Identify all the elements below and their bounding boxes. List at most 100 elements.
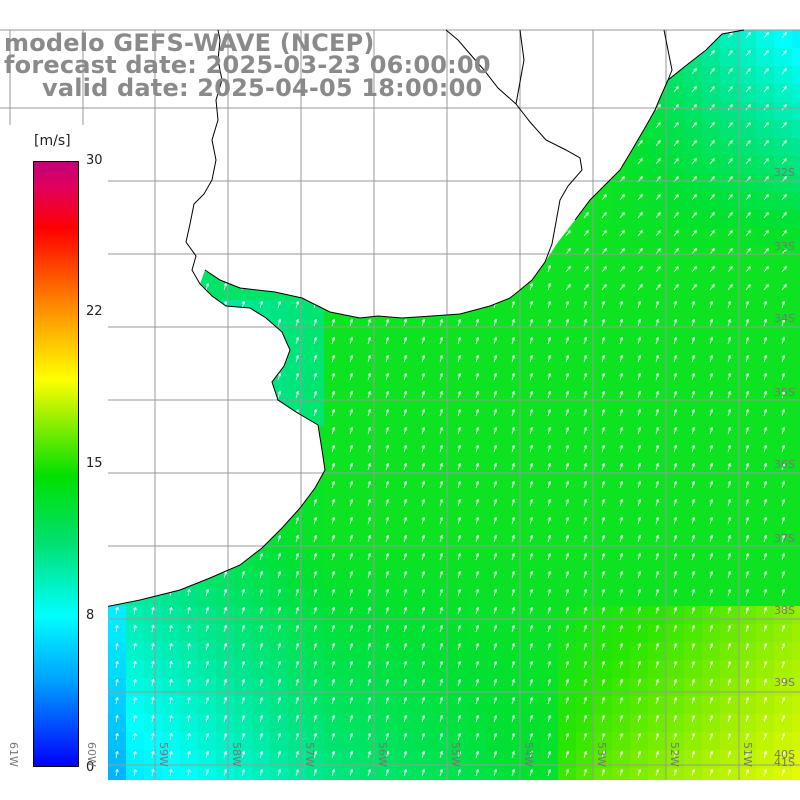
wind-speed-cell <box>792 192 800 211</box>
wind-speed-cell <box>774 102 793 121</box>
wind-speed-cell <box>540 444 559 463</box>
wind-speed-cell <box>756 228 775 247</box>
wind-speed-cell <box>612 516 631 535</box>
wind-speed-cell <box>306 336 325 355</box>
wind-speed-cell <box>306 588 325 607</box>
wind-speed-cell <box>324 336 343 355</box>
wind-speed-cell <box>414 642 433 661</box>
wind-speed-cell <box>666 210 685 229</box>
wind-speed-cell <box>288 390 307 409</box>
wind-speed-cell <box>612 228 631 247</box>
wind-speed-cell <box>648 372 667 391</box>
wind-speed-cell <box>684 498 703 517</box>
wind-speed-cell <box>378 588 397 607</box>
wind-speed-cell <box>684 282 703 301</box>
wind-speed-cell <box>378 624 397 643</box>
wind-speed-cell <box>288 516 307 535</box>
wind-speed-cell <box>756 174 775 193</box>
wind-speed-cell <box>216 570 235 589</box>
wind-speed-cell <box>792 606 800 625</box>
wind-speed-cell <box>432 426 451 445</box>
wind-speed-cell <box>630 300 649 319</box>
wind-speed-cell <box>792 66 800 85</box>
wind-speed-cell <box>648 246 667 265</box>
wind-speed-cell <box>432 534 451 553</box>
wind-speed-cell <box>774 552 793 571</box>
wind-speed-cell <box>720 102 739 121</box>
wind-speed-cell <box>558 426 577 445</box>
wind-speed-cell <box>558 408 577 427</box>
wind-speed-cell <box>396 480 415 499</box>
wind-speed-cell <box>702 192 721 211</box>
wind-speed-cell <box>666 174 685 193</box>
wind-speed-cell <box>576 660 595 679</box>
wind-speed-cell <box>648 408 667 427</box>
wind-speed-cell <box>450 552 469 571</box>
wind-speed-cell <box>180 660 199 679</box>
wind-speed-cell <box>612 390 631 409</box>
wind-speed-cell <box>342 570 361 589</box>
wind-speed-cell <box>306 606 325 625</box>
wind-speed-cell <box>324 354 343 373</box>
wind-speed-cell <box>342 372 361 391</box>
wind-speed-cell <box>576 606 595 625</box>
wind-speed-cell <box>396 444 415 463</box>
wind-speed-cell <box>666 498 685 517</box>
wind-speed-cell <box>414 552 433 571</box>
wind-speed-cell <box>684 354 703 373</box>
wind-speed-cell <box>774 210 793 229</box>
wind-speed-cell <box>468 624 487 643</box>
wind-speed-cell <box>396 642 415 661</box>
wind-speed-cell <box>594 228 613 247</box>
wind-speed-cell <box>684 462 703 481</box>
wind-speed-cell <box>594 192 613 211</box>
longitude-label: 58W <box>230 742 243 767</box>
wind-speed-cell <box>126 660 145 679</box>
wind-speed-cell <box>270 570 289 589</box>
wind-speed-cell <box>774 588 793 607</box>
wind-speed-cell <box>666 102 685 121</box>
wind-speed-cell <box>774 336 793 355</box>
wind-speed-cell <box>576 246 595 265</box>
wind-speed-cell <box>576 642 595 661</box>
wind-speed-cell <box>756 264 775 283</box>
wind-speed-cell <box>306 642 325 661</box>
wind-speed-cell <box>594 372 613 391</box>
wind-speed-cell <box>774 228 793 247</box>
wind-speed-cell <box>396 336 415 355</box>
wind-speed-cell <box>234 660 253 679</box>
wind-speed-cell <box>594 606 613 625</box>
wind-speed-cell <box>720 372 739 391</box>
wind-speed-cell <box>396 426 415 445</box>
wind-speed-cell <box>558 462 577 481</box>
wind-speed-cell <box>774 192 793 211</box>
wind-speed-cell <box>702 390 721 409</box>
longitude-label: 61W <box>7 742 20 767</box>
wind-speed-cell <box>558 660 577 679</box>
wind-speed-cell <box>738 390 757 409</box>
wind-speed-cell <box>738 228 757 247</box>
wind-speed-cell <box>522 444 541 463</box>
wind-speed-cell <box>738 408 757 427</box>
wind-speed-cell <box>576 408 595 427</box>
wind-speed-cell <box>270 534 289 553</box>
wind-speed-cell <box>792 156 800 175</box>
wind-speed-cell <box>792 228 800 247</box>
wind-speed-cell <box>324 444 343 463</box>
wind-speed-cell <box>576 534 595 553</box>
wind-speed-cell <box>594 282 613 301</box>
wind-speed-cell <box>594 336 613 355</box>
wind-speed-cell <box>342 462 361 481</box>
wind-speed-cell <box>468 480 487 499</box>
wind-speed-cell <box>540 660 559 679</box>
wind-speed-cell <box>342 642 361 661</box>
wind-speed-cell <box>450 480 469 499</box>
wind-speed-cell <box>684 606 703 625</box>
wind-speed-cell <box>630 570 649 589</box>
wind-speed-cell <box>666 624 685 643</box>
wind-speed-cell <box>450 444 469 463</box>
wind-speed-cell <box>738 588 757 607</box>
wind-speed-cell <box>414 588 433 607</box>
wind-speed-cell <box>720 174 739 193</box>
wind-speed-cell <box>468 336 487 355</box>
